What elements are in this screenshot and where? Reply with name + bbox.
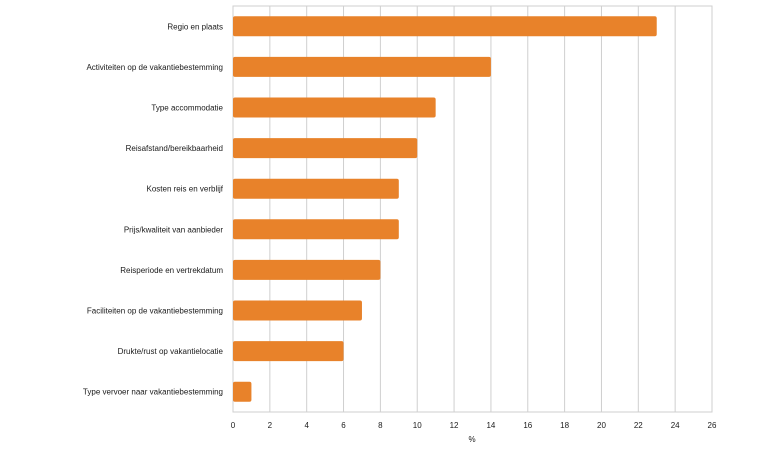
x-tick-label: 4 — [304, 421, 309, 430]
bar — [233, 300, 362, 321]
bar — [233, 97, 436, 118]
x-axis-title: % — [468, 435, 475, 444]
category-label: Kosten reis en verblijf — [147, 185, 224, 194]
bar — [233, 259, 381, 280]
category-labels: Regio en plaats Activiteiten op de vakant… — [83, 22, 224, 396]
x-tick-label: 16 — [523, 421, 532, 430]
x-tick-label: 10 — [413, 421, 422, 430]
bar — [233, 16, 657, 37]
bar — [233, 56, 491, 77]
category-label: Type vervoer naar vakantiebestemming — [83, 388, 223, 397]
bar — [233, 138, 418, 159]
x-tick-label: 8 — [378, 421, 383, 430]
bar — [233, 219, 399, 240]
plot-frame — [232, 5, 713, 413]
category-label: Regio en plaats — [167, 22, 223, 31]
category-label: Type accommodatie — [151, 104, 223, 113]
x-tick-label: 22 — [634, 421, 643, 430]
category-label: Drukte/rust op vakantielocatie — [118, 347, 224, 356]
bars — [233, 16, 657, 402]
category-label: Reisafstand/bereikbaarheid — [126, 144, 223, 153]
category-label: Activiteiten op de vakantiebestemming — [86, 63, 223, 72]
x-tick-label: 18 — [560, 421, 569, 430]
x-tick-label: 14 — [486, 421, 495, 430]
bar — [233, 381, 252, 402]
category-label: Faciliteiten op de vakantiebestemming — [87, 307, 223, 316]
category-label: Reisperiode en vertrekdatum — [120, 266, 223, 275]
x-tick-label: 20 — [597, 421, 606, 430]
bar — [233, 178, 399, 199]
x-tick-label: 6 — [341, 421, 346, 430]
x-tick-labels: 0 2 4 6 8 10 12 14 16 18 20 22 24 26 — [231, 421, 717, 430]
x-tick-label: 2 — [268, 421, 273, 430]
bar — [233, 341, 344, 362]
x-tick-label: 24 — [671, 421, 680, 430]
x-tick-label: 12 — [450, 421, 459, 430]
x-tick-label: 26 — [708, 421, 717, 430]
x-tick-label: 0 — [231, 421, 236, 430]
category-label: Prijs/kwaliteit van aanbieder — [124, 225, 223, 234]
